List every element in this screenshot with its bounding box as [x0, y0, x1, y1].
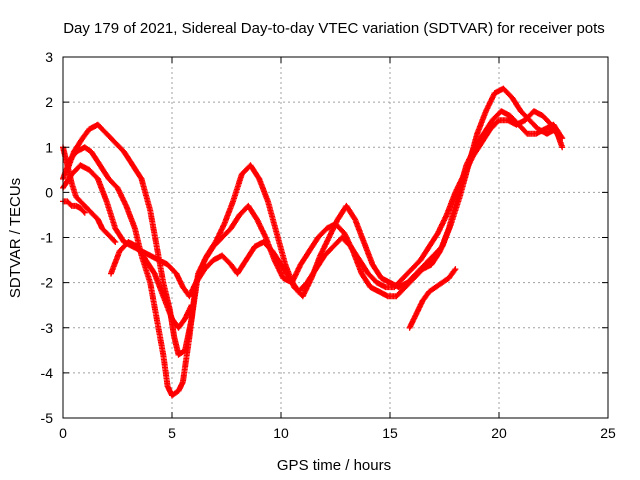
x-axis-label: GPS time / hours [277, 457, 391, 474]
y-tick-label: -2 [41, 275, 54, 291]
y-tick-labels: -5 -4 -3 -2 -1 0 1 2 3 [41, 49, 54, 426]
series-5-markers [108, 239, 195, 331]
x-tick-label: 10 [273, 425, 289, 441]
series-3-markers [60, 144, 119, 245]
y-axis-label: SDTVAR / TECUs [7, 178, 24, 298]
y-tick-label: -5 [41, 410, 54, 426]
y-tick-label: 3 [45, 49, 53, 65]
y-tick-label: -1 [41, 230, 54, 246]
x-tick-label: 25 [600, 425, 616, 441]
y-tick-label: 0 [45, 184, 53, 200]
series-6 [406, 266, 459, 331]
x-tick-label: 5 [168, 425, 176, 441]
grid-lines [63, 57, 608, 418]
x-tick-label: 20 [491, 425, 507, 441]
y-tick-label: -3 [41, 320, 54, 336]
series-0-markers [60, 108, 566, 399]
series-0 [60, 108, 566, 399]
series-3 [60, 144, 119, 245]
axis-ticks [62, 56, 609, 419]
series-6-markers [406, 266, 459, 331]
series-5 [108, 239, 195, 331]
y-tick-label: 2 [45, 94, 53, 110]
x-tick-label: 0 [59, 425, 67, 441]
chart-title: Day 179 of 2021, Sidereal Day-to-day VTE… [63, 20, 605, 37]
x-tick-label: 15 [382, 425, 398, 441]
data-points [60, 85, 566, 399]
y-tick-label: 1 [45, 139, 53, 155]
y-tick-label: -4 [41, 365, 54, 381]
x-tick-labels: 0 5 10 15 20 25 [59, 425, 616, 441]
